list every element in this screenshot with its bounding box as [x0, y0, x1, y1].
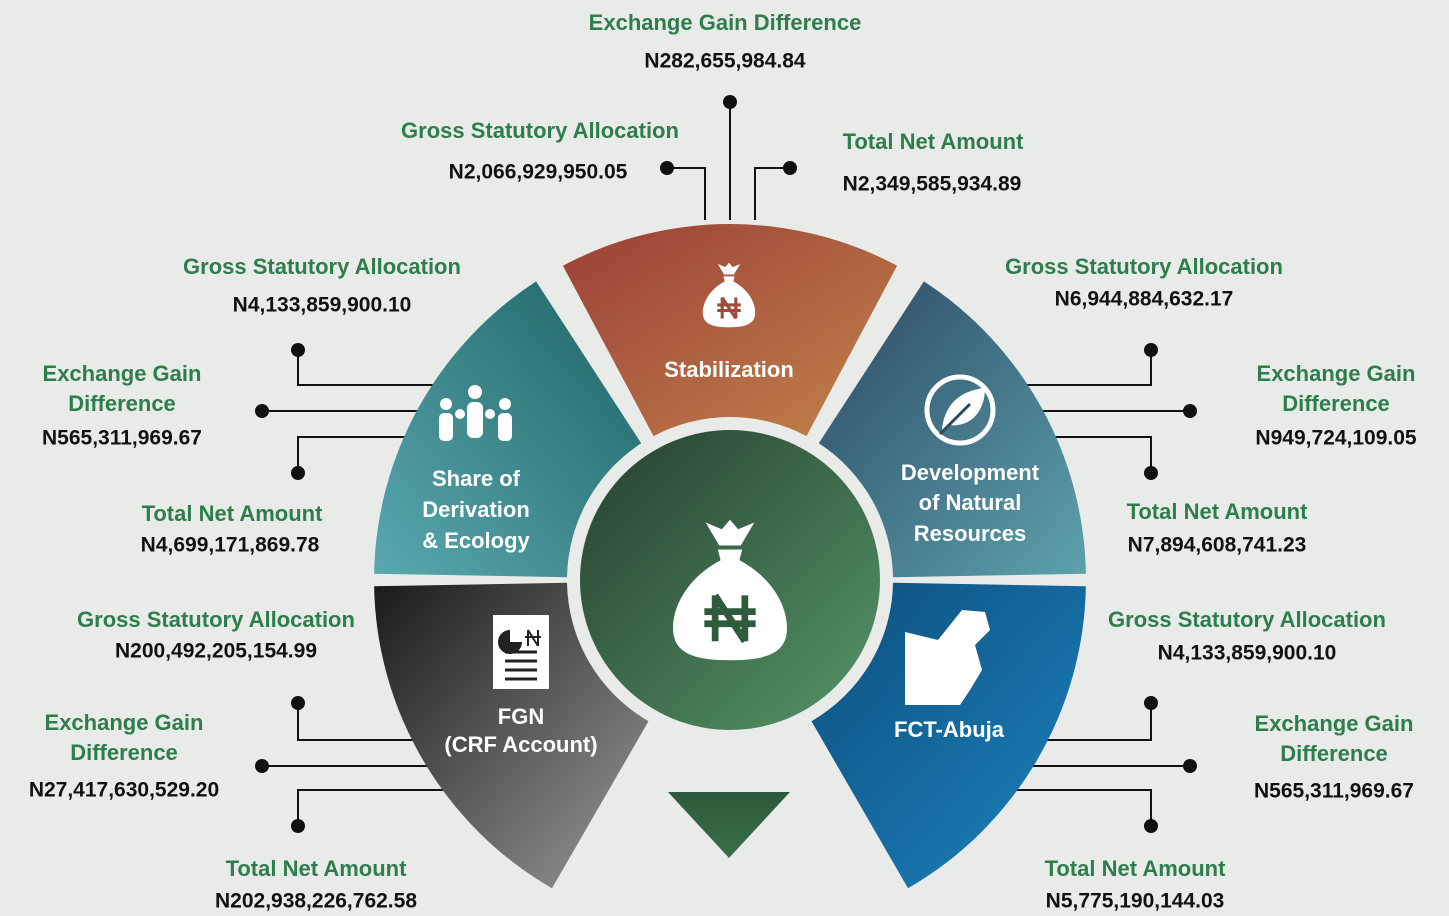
money-bag-icon	[702, 262, 756, 328]
money-bag-icon	[673, 519, 787, 661]
item-value: N6,944,884,632.17	[1055, 288, 1234, 311]
item-label: Exchange Gain	[45, 710, 204, 735]
item-label: Gross Statutory Allocation	[1005, 254, 1283, 279]
item-label: Exchange Gain	[43, 361, 202, 386]
item-value: N202,938,226,762.58	[215, 890, 417, 913]
bag-top	[717, 262, 741, 275]
item-label: Total Net Amount	[226, 856, 408, 881]
item-value: N2,349,585,934.89	[843, 173, 1022, 196]
item-value: N4,133,859,900.10	[1158, 642, 1337, 665]
item-value: N4,699,171,869.78	[141, 534, 320, 557]
item-value: N4,133,859,900.10	[233, 294, 412, 317]
item-label: Difference	[70, 740, 178, 765]
segment-label: of Natural	[919, 490, 1022, 515]
leader-lines	[255, 95, 1197, 833]
item-label: Total Net Amount	[1045, 856, 1227, 881]
segment-label: Resources	[914, 521, 1027, 546]
item-value: N200,492,205,154.99	[115, 640, 317, 663]
bag-body	[702, 276, 756, 328]
item-label: Exchange Gain	[1257, 361, 1416, 386]
segment-label: & Ecology	[422, 528, 530, 553]
item-label: Exchange Gain	[1255, 711, 1414, 736]
segment-label: Share of	[432, 466, 521, 491]
item-label: Total Net Amount	[142, 501, 324, 526]
item-label: Exchange Gain Difference	[589, 10, 862, 35]
item-label: Difference	[1280, 741, 1388, 766]
segment-label: Derivation	[422, 497, 530, 522]
document-icon	[493, 615, 549, 689]
segment-label: FGN	[498, 704, 544, 729]
bag-body	[673, 549, 787, 661]
icons	[439, 374, 996, 705]
naira-sign	[717, 296, 741, 320]
item-label: Gross Statutory Allocation	[77, 607, 355, 632]
item-value: N565,311,969.67	[1254, 780, 1414, 803]
item-label: Difference	[1282, 391, 1390, 416]
item-value: N2,066,929,950.05	[449, 161, 628, 184]
naira-sign	[704, 593, 756, 644]
segment-label: (CRF Account)	[444, 732, 597, 757]
leaf-icon	[924, 374, 996, 446]
item-value: N5,775,190,144.03	[1046, 890, 1225, 913]
item-label: Total Net Amount	[1127, 499, 1309, 524]
segment	[818, 281, 1086, 578]
segment	[811, 582, 1086, 889]
item-value: N565,311,969.67	[42, 427, 202, 450]
item-value: N27,417,630,529.20	[29, 779, 219, 802]
item-label: Gross Statutory Allocation	[1108, 607, 1386, 632]
down-arrow	[668, 792, 790, 858]
map-icon	[905, 610, 990, 705]
segment-label: Development	[901, 460, 1040, 485]
item-value: N949,724,109.05	[1255, 427, 1416, 450]
item-label: Difference	[68, 391, 176, 416]
segment	[374, 582, 649, 889]
item-label: Total Net Amount	[843, 129, 1025, 154]
segment-label: FCT-Abuja	[894, 717, 1005, 742]
labels: Stabilization Exchange Gain Difference N…	[29, 10, 1417, 913]
people-icon	[439, 385, 512, 441]
bag-top	[705, 519, 755, 546]
item-value: N282,655,984.84	[644, 50, 805, 73]
segment	[562, 224, 898, 437]
item-label: Gross Statutory Allocation	[183, 254, 461, 279]
segment-label: Stabilization	[664, 357, 794, 382]
item-value: N7,894,608,741.23	[1128, 534, 1307, 557]
item-label: Gross Statutory Allocation	[401, 118, 679, 143]
